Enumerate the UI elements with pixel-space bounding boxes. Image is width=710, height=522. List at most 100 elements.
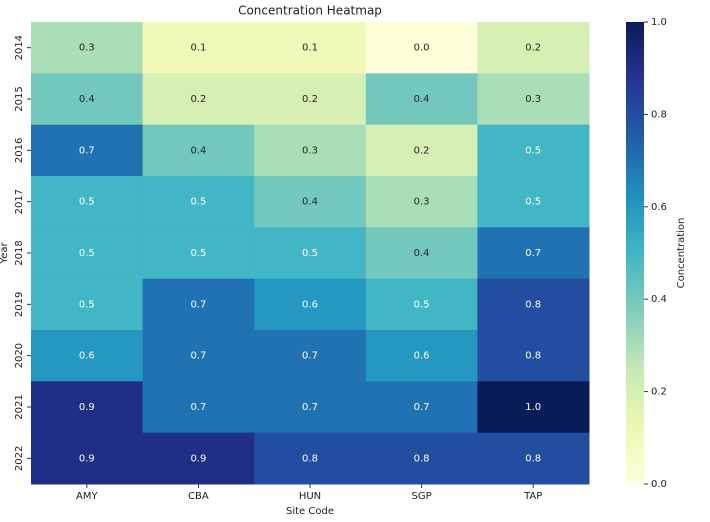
cell-label: 0.2: [190, 94, 206, 105]
cell-label: 0.4: [414, 248, 430, 259]
cell-label: 0.8: [525, 453, 541, 464]
heatmap-cell: [477, 278, 590, 331]
heatmap-cell: [142, 330, 255, 382]
colorbar-label: Concentration: [676, 218, 687, 289]
heatmap-cell: [254, 381, 367, 434]
heatmap-cell: [142, 73, 255, 126]
cell-label: 0.5: [414, 299, 430, 310]
heatmap-cell: [254, 227, 367, 280]
heatmap-cell: [254, 176, 367, 228]
x-tick-label: SGP: [412, 491, 432, 502]
heatmap-cell: [254, 432, 367, 485]
heatmap-cell: [31, 22, 144, 74]
cell-label: 0.4: [79, 94, 95, 105]
cell-label: 0.0: [414, 43, 430, 54]
y-axis-label: Year: [0, 242, 10, 265]
cell-label: 0.7: [190, 402, 206, 413]
chart-title: Concentration Heatmap: [238, 4, 382, 18]
cell-label: 0.9: [190, 453, 206, 464]
cell-label: 0.8: [525, 299, 541, 310]
cell-label: 0.7: [302, 402, 318, 413]
x-tick-label: TAP: [523, 491, 542, 502]
y-tick-label: 2017: [14, 189, 25, 214]
heatmap-cell: [254, 22, 367, 74]
x-axis-label: Site Code: [286, 506, 334, 517]
heatmap-cell: [365, 227, 478, 280]
colorbar-tick-label: 0.0: [651, 479, 667, 490]
heatmap-cell: [31, 176, 144, 228]
cell-label: 0.2: [525, 43, 541, 54]
heatmap-cell: [365, 278, 478, 331]
heatmap-cell: [365, 381, 478, 434]
heatmap-cell: [254, 330, 367, 382]
cell-label: 0.1: [190, 43, 206, 54]
heatmap-cell: [365, 176, 478, 228]
cell-label: 0.9: [79, 453, 95, 464]
heatmap-cell: [254, 278, 367, 331]
x-tick-label: HUN: [299, 491, 321, 502]
cell-label: 0.5: [525, 145, 541, 156]
heatmap-cell: [31, 124, 144, 177]
heatmap-cell: [477, 432, 590, 485]
heatmap-cell: [254, 124, 367, 177]
y-tick-label: 2018: [14, 240, 25, 265]
heatmap-cell: [477, 227, 590, 280]
heatmap-cell: [365, 22, 478, 74]
heatmap-cell: [254, 73, 367, 126]
y-tick-label: 2022: [14, 446, 25, 471]
y-tick-label: 2016: [14, 138, 25, 163]
cell-label: 0.2: [302, 94, 318, 105]
heatmap-cell: [142, 22, 255, 74]
heatmap-cell: [142, 381, 255, 434]
y-tick-label: 2020: [14, 343, 25, 368]
cell-label: 1.0: [525, 402, 541, 413]
cell-label: 0.8: [414, 453, 430, 464]
y-tick-label: 2014: [14, 35, 25, 60]
heatmap-cell: [31, 227, 144, 280]
cell-label: 0.8: [302, 453, 318, 464]
x-tick-label: CBA: [188, 491, 209, 502]
cell-label: 0.7: [414, 402, 430, 413]
heatmap-cell: [142, 227, 255, 280]
heatmap-cell: [477, 73, 590, 126]
heatmap-cell: [365, 124, 478, 177]
heatmap-cell: [365, 330, 478, 382]
y-tick-label: 2019: [14, 292, 25, 317]
y-tick-label: 2021: [14, 394, 25, 419]
colorbar-tick-label: 0.8: [651, 109, 667, 120]
cell-label: 0.5: [302, 248, 318, 259]
cell-label: 0.4: [190, 145, 206, 156]
heatmap-cell: [477, 381, 590, 434]
y-tick-label: 2015: [14, 86, 25, 111]
cell-label: 0.6: [414, 351, 430, 362]
cell-label: 0.7: [525, 248, 541, 259]
colorbar-tick-label: 0.4: [651, 294, 667, 305]
cell-label: 0.5: [79, 299, 95, 310]
heatmap-cell: [142, 432, 255, 485]
heatmap-cell: [477, 22, 590, 74]
cell-label: 0.8: [525, 351, 541, 362]
cell-label: 0.2: [414, 145, 430, 156]
cell-label: 0.3: [414, 197, 430, 208]
x-tick-label: AMY: [76, 491, 98, 502]
heatmap-cell: [365, 73, 478, 126]
cell-label: 0.7: [190, 351, 206, 362]
heatmap-cell: [365, 432, 478, 485]
cell-label: 0.5: [79, 248, 95, 259]
cell-label: 0.4: [414, 94, 430, 105]
colorbar-tick-label: 0.6: [651, 202, 667, 213]
heatmap-cell: [142, 124, 255, 177]
cell-label: 0.3: [302, 145, 318, 156]
heatmap-cell: [142, 278, 255, 331]
cell-label: 0.5: [79, 197, 95, 208]
heatmap-cell: [31, 73, 144, 126]
colorbar-tick-label: 1.0: [651, 17, 667, 28]
heatmap-cell: [31, 330, 144, 382]
heatmap-cell: [31, 381, 144, 434]
cell-label: 0.5: [525, 197, 541, 208]
cell-label: 0.7: [79, 145, 95, 156]
cell-label: 0.6: [302, 299, 318, 310]
colorbar: [626, 22, 644, 484]
cell-label: 0.3: [79, 43, 95, 54]
